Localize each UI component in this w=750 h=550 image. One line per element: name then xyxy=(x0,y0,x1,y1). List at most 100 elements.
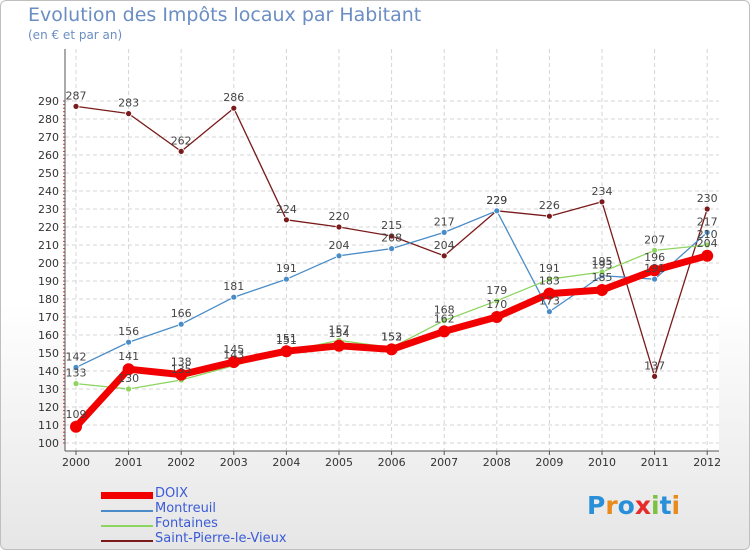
data-point-montreuil xyxy=(125,338,132,346)
data-label-saint-pierre-le-vieux: 204 xyxy=(434,239,455,252)
x-tick-label: 2002 xyxy=(167,456,195,469)
data-point-fontaines xyxy=(72,380,80,388)
data-point-saint-pierre-le-vieux xyxy=(177,147,185,155)
x-tick-label: 2011 xyxy=(641,456,669,469)
data-label-saint-pierre-le-vieux: 286 xyxy=(223,91,244,104)
data-label-montreuil: 173 xyxy=(539,295,560,308)
data-point-montreuil xyxy=(388,245,396,253)
series-lines xyxy=(70,103,714,433)
data-label-montreuil: 166 xyxy=(171,307,192,320)
y-tick-label: 170 xyxy=(38,311,59,324)
data-point-saint-pierre-le-vieux xyxy=(598,198,606,206)
data-label-fontaines: 210 xyxy=(697,228,718,241)
data-label-doix: 151 xyxy=(276,332,297,345)
data-label-doix: 185 xyxy=(592,271,613,284)
data-point-montreuil xyxy=(546,308,553,316)
data-label-doix: 204 xyxy=(697,237,718,250)
data-label-saint-pierre-le-vieux: 220 xyxy=(329,210,350,223)
y-tick-label: 180 xyxy=(38,293,59,306)
y-tick-label: 250 xyxy=(38,167,59,180)
data-label-fontaines: 133 xyxy=(66,367,87,380)
x-tick-label: 2009 xyxy=(535,456,563,469)
data-label-saint-pierre-le-vieux: 229 xyxy=(486,194,507,207)
data-point-montreuil xyxy=(177,320,185,328)
data-point-doix xyxy=(227,356,240,368)
data-label-doix: 141 xyxy=(118,350,139,363)
data-label-fontaines: 130 xyxy=(118,372,139,385)
data-label-saint-pierre-le-vieux: 224 xyxy=(276,203,297,216)
data-label-montreuil: 229 xyxy=(486,194,507,207)
data-point-montreuil xyxy=(493,207,501,215)
data-label-fontaines: 191 xyxy=(539,262,560,275)
y-tick-label: 120 xyxy=(38,401,59,414)
data-point-montreuil xyxy=(282,275,290,283)
data-point-montreuil xyxy=(72,363,80,371)
data-label-saint-pierre-le-vieux: 283 xyxy=(118,97,139,110)
legend-swatch xyxy=(101,492,153,499)
data-point-saint-pierre-le-vieux xyxy=(388,232,396,240)
data-label-montreuil: 204 xyxy=(329,239,350,252)
logo-letter: o xyxy=(617,491,635,520)
x-tick-label: 2010 xyxy=(588,456,616,469)
legend-swatch xyxy=(101,540,153,542)
data-point-saint-pierre-le-vieux xyxy=(72,103,80,110)
data-point-doix xyxy=(543,287,556,300)
y-tick-label: 140 xyxy=(38,365,59,378)
chart-subtitle: (en € et par an) xyxy=(28,28,123,42)
data-label-fontaines: 195 xyxy=(592,255,613,268)
data-label-saint-pierre-le-vieux: 215 xyxy=(381,219,402,232)
data-point-fontaines xyxy=(546,275,553,283)
data-point-saint-pierre-le-vieux xyxy=(125,110,132,117)
proxiti-logo: Proxiti xyxy=(587,491,680,520)
logo-letter: r xyxy=(605,491,618,520)
y-tick-label: 270 xyxy=(38,131,59,144)
x-tick-label: 2012 xyxy=(693,456,721,469)
data-label-montreuil: 181 xyxy=(223,280,244,293)
data-label-doix: 109 xyxy=(66,408,87,421)
data-label-montreuil: 217 xyxy=(697,215,718,228)
legend-label: Saint-Pierre-le-Vieux xyxy=(155,531,287,546)
data-point-saint-pierre-le-vieux xyxy=(440,252,448,260)
data-label-fontaines: 143 xyxy=(223,349,244,362)
legend-item: Saint-Pierre-le-Vieux xyxy=(101,531,361,548)
axes: 1001101201301401501601701801902002102202… xyxy=(38,49,721,469)
y-tick-label: 100 xyxy=(38,437,59,450)
y-tick-label: 110 xyxy=(38,419,59,432)
data-label-fontaines: 157 xyxy=(329,323,350,336)
y-tick-label: 150 xyxy=(38,347,59,360)
data-label-doix: 145 xyxy=(223,343,244,356)
logo-letter: i xyxy=(651,491,660,520)
data-label-saint-pierre-le-vieux: 234 xyxy=(592,185,613,198)
data-label-doix: 138 xyxy=(171,356,192,369)
data-label-doix: 152 xyxy=(381,330,402,343)
legend-label: Fontaines xyxy=(155,516,218,531)
legend-swatch xyxy=(101,525,153,527)
data-label-montreuil: 191 xyxy=(276,262,297,275)
data-point-saint-pierre-le-vieux xyxy=(335,223,343,231)
x-tick-label: 2006 xyxy=(378,456,406,469)
logo-letter: x xyxy=(634,491,651,520)
data-label-fontaines: 135 xyxy=(171,363,192,376)
data-label-doix: 162 xyxy=(434,312,455,325)
data-point-fontaines xyxy=(651,246,658,254)
legend-swatch xyxy=(101,510,153,512)
data-point-saint-pierre-le-vieux xyxy=(703,205,711,213)
data-point-saint-pierre-le-vieux xyxy=(651,372,658,380)
data-point-montreuil xyxy=(440,228,448,236)
data-point-doix xyxy=(385,343,398,356)
y-tick-label: 260 xyxy=(38,149,59,162)
y-tick-label: 290 xyxy=(38,95,59,108)
data-point-montreuil xyxy=(651,275,658,283)
data-label-fontaines: 168 xyxy=(434,304,455,317)
logo-letter: i xyxy=(671,491,681,520)
data-label-saint-pierre-le-vieux: 137 xyxy=(644,359,665,372)
y-tick-label: 190 xyxy=(38,275,59,288)
data-label-montreuil: 142 xyxy=(66,350,87,363)
data-label-montreuil: 208 xyxy=(381,232,402,245)
data-label-montreuil: 217 xyxy=(434,215,455,228)
data-point-fontaines xyxy=(598,268,606,276)
data-label-doix: 170 xyxy=(486,298,507,311)
data-point-fontaines xyxy=(703,241,711,249)
data-point-doix xyxy=(701,249,714,262)
